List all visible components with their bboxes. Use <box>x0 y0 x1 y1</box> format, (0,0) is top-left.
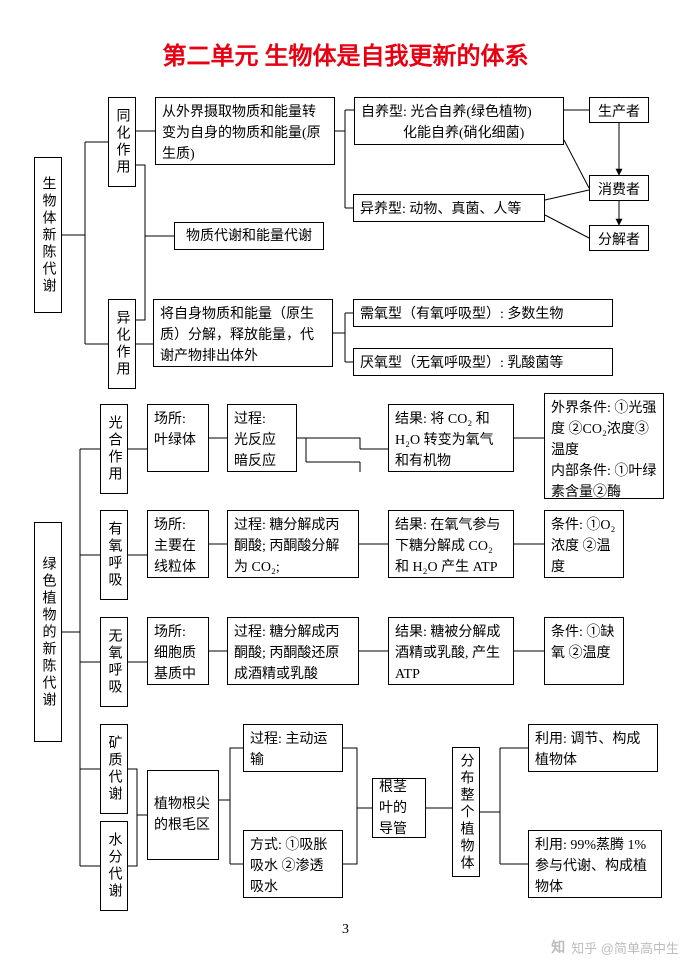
ar-process: 过程: 糖分解成丙酮酸; 丙酮酸分解为 CO₂; <box>227 510 359 578</box>
kz-process: 过程: 主动运输 <box>243 724 343 772</box>
ar-place: 场所: 主要在线粒体 <box>147 510 209 578</box>
value: 叶绿体 <box>154 433 196 448</box>
sf-way: 方式: ①吸胀吸水 ②渗透吸水 <box>243 830 343 898</box>
producer: 生产者 <box>589 97 649 123</box>
mineral-met: 矿质代谢 <box>100 724 128 814</box>
page: 第二单元 生物体是自我更新的体系 生物体新陈代谢 同化作用 异化作用 从外界摄取… <box>0 0 691 965</box>
label: 场所: <box>154 412 186 427</box>
ps-cond: 外界条件: ①光强度 ②CO₂浓度③温度 内部条件: ①叶绿素含量②酶 <box>544 393 664 499</box>
use1: 利用: 调节、构成植物体 <box>528 724 658 772</box>
ps-process: 过程: 光反应 暗反应 <box>227 404 297 472</box>
anabolism: 同化作用 <box>108 97 136 187</box>
watermark-text: 知乎 @简单高中生 <box>571 938 679 957</box>
anabolism-desc: 从外界摄取物质和能量转变为自身的物质和能量(原生质) <box>155 97 335 165</box>
page-number: 3 <box>0 922 691 938</box>
root-metabolism: 生物体新陈代谢 <box>34 157 62 313</box>
ps-result: 结果: 将 CO₂ 和 H₂O 转变为氧气和有机物 <box>388 404 514 472</box>
v2: 暗反应 <box>234 454 276 469</box>
watermark: 知 知乎 @简单高中生 <box>551 937 679 957</box>
an-place: 场所: 细胞质基质中 <box>147 617 209 685</box>
aerobic-resp: 有氧呼吸 <box>100 510 128 600</box>
consumer: 消费者 <box>589 175 649 201</box>
decomposer: 分解者 <box>589 225 649 251</box>
anaerobic-type: 厌氧型（无氧呼吸型）: 乳酸菌等 <box>353 348 613 376</box>
vessel: 根茎叶的导管 <box>372 778 426 838</box>
anaerobic-resp: 无氧呼吸 <box>100 617 128 707</box>
catabolism-desc: 将自身物质和能量（原生质）分解，释放能量，代谢产物排出体外 <box>153 299 333 367</box>
ar-result: 结果: 在氧气参与下糖分解成 CO₂ 和 H₂O 产生 ATP <box>388 510 514 578</box>
label: 过程: <box>234 412 266 427</box>
zhihu-icon: 知 <box>551 937 565 957</box>
photosynthesis: 光合作用 <box>100 404 128 494</box>
aerobic-type: 需氧型（有氧呼吸型）: 多数生物 <box>353 299 613 327</box>
an-process: 过程: 糖分解成丙酮酸; 丙酮酸还原成酒精或乳酸 <box>227 617 359 685</box>
ar-cond: 条件: ①O₂ 浓度 ②温度 <box>544 510 624 578</box>
water-met: 水分代谢 <box>100 821 128 911</box>
ps-place: 场所: 叶绿体 <box>147 404 209 472</box>
heterotroph: 异养型: 动物、真菌、人等 <box>353 194 545 222</box>
material-energy-metabolism: 物质代谢和能量代谢 <box>174 222 324 250</box>
v1: 光反应 <box>234 433 276 448</box>
an-result: 结果: 糖被分解成酒精或乳酸, 产生 ATP <box>388 617 514 685</box>
distribute: 分布整个植物体 <box>452 747 480 877</box>
root-hair: 植物根尖的根毛区 <box>147 770 219 860</box>
use2: 利用: 99%蒸腾 1%参与代谢、构成植物体 <box>528 830 662 898</box>
autotroph: 自养型: 光合自养(绿色植物) 化能自养(硝化细菌) <box>354 97 564 145</box>
an-cond: 条件: ①缺氧 ②温度 <box>544 617 624 685</box>
catabolism: 异化作用 <box>108 299 136 389</box>
unit-title: 第二单元 生物体是自我更新的体系 <box>0 36 691 71</box>
root-plant-metabolism: 绿色植物的新陈代谢 <box>34 522 62 742</box>
